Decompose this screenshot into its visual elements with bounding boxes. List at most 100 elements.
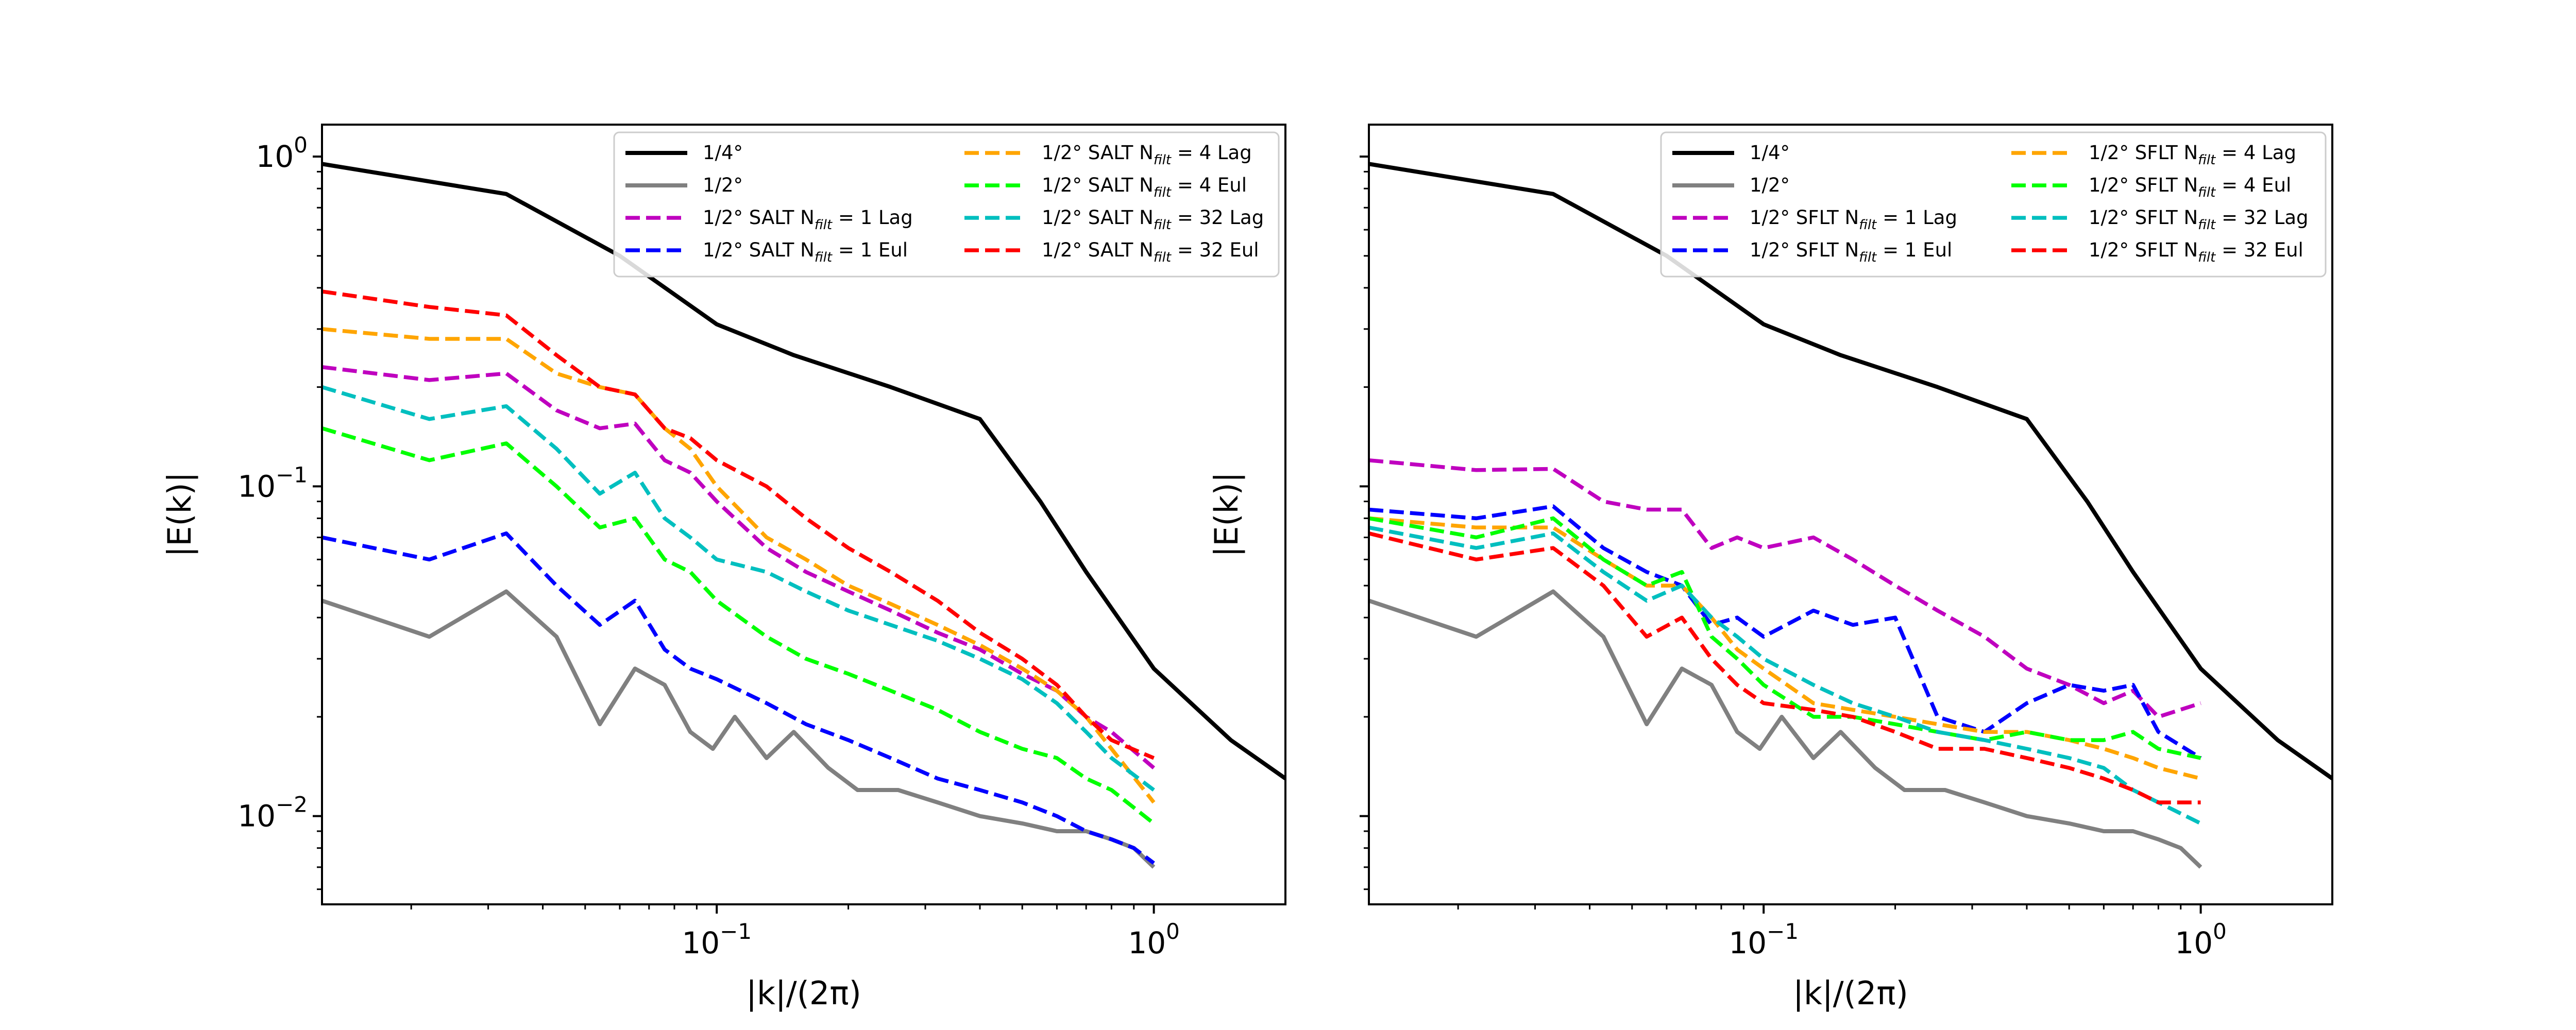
legend-box	[1660, 131, 2327, 278]
series-line-7	[322, 289, 1155, 760]
legend-label-main: 1/4°	[703, 142, 743, 164]
series-line-0	[322, 162, 1285, 780]
y-tick-base: 10	[256, 139, 294, 174]
legend-label-tail: = 1 Eul	[832, 239, 908, 261]
legend-label-main: 1/2° SALT N	[703, 207, 815, 229]
legend-label-1: 1/2°	[1750, 174, 1790, 196]
x-tick-label: 10−1	[682, 919, 752, 960]
legend-label-1: 1/2°	[703, 174, 743, 196]
series-line-2	[1369, 458, 2201, 719]
series-line-1	[322, 589, 1156, 869]
legend-label-main: 1/2°	[703, 174, 743, 196]
x-tick-label: 10−1	[1728, 919, 1799, 960]
y-tick-exponent: 0	[294, 132, 308, 158]
legend-label-main: 1/2° SFLT N	[1750, 207, 1859, 229]
x-axis-label: |k|/(2π)	[1793, 974, 1908, 1012]
legend-label-3: 1/2° SALT Nfilt = 1 Eul	[703, 239, 908, 265]
legend-label-main: 1/2° SFLT N	[1750, 239, 1859, 261]
legend-label-7: 1/2° SFLT Nfilt = 32 Eul	[2089, 239, 2303, 265]
legend-label-subscript: filt	[1859, 250, 1877, 265]
legend-label-main: 1/2° SFLT N	[2089, 207, 2198, 229]
legend-label-tail: = 32 Lag	[1171, 207, 1264, 229]
legend-label-6: 1/2° SALT Nfilt = 32 Lag	[1042, 207, 1264, 233]
legend-box	[613, 131, 1280, 278]
x-tick-exponent: 0	[1166, 919, 1180, 944]
series-line-3	[322, 531, 1155, 865]
y-axis-label: |E(k)|	[161, 472, 199, 557]
y-tick-base: 10	[238, 469, 276, 504]
x-tick-label: 100	[2175, 919, 2227, 960]
x-tick-exponent: −1	[1767, 919, 1799, 944]
y-tick-label: 10−1	[238, 462, 308, 504]
legend-label-2: 1/2° SALT Nfilt = 1 Lag	[703, 207, 913, 233]
series-group	[1369, 162, 2332, 869]
y-tick-exponent: −2	[276, 792, 308, 817]
series-line-1	[1369, 589, 2202, 869]
legend-label-tail: = 4 Eul	[1171, 174, 1247, 196]
legend-label-0: 1/4°	[703, 142, 743, 164]
legend-label-tail: = 4 Eul	[2215, 174, 2291, 196]
legend-label-tail: = 4 Lag	[2215, 142, 2296, 164]
legend-label-subscript: filt	[1154, 250, 1172, 265]
legend-label-subscript: filt	[2198, 185, 2216, 200]
legend-label-tail: = 4 Lag	[1171, 142, 1252, 164]
axes-frame	[321, 124, 1286, 905]
x-tick-base: 10	[1128, 925, 1166, 960]
x-tick-exponent: −1	[720, 919, 752, 944]
legend-label-main: 1/2° SFLT N	[2089, 142, 2198, 164]
legend-label-tail: = 32 Eul	[2215, 239, 2303, 261]
x-tick-base: 10	[2175, 925, 2213, 960]
legend-label-main: 1/2° SALT N	[1042, 174, 1154, 196]
legend-label-main: 1/2° SALT N	[703, 239, 815, 261]
y-tick-label: 10−2	[238, 792, 308, 834]
legend-label-tail: = 1 Eul	[1876, 239, 1952, 261]
legend-label-subscript: filt	[2198, 152, 2216, 168]
series-line-6	[1369, 525, 2202, 826]
legend-label-5: 1/2° SFLT Nfilt = 4 Eul	[2089, 174, 2291, 200]
right-panel-sflt: 10−1 100|k|/(2π)|E(k)|1/4°1/2°1/2° SFLT N…	[1208, 124, 2333, 1012]
left-panel-salt: 10−1 10010−210−1100|k|/(2π)|E(k)|1/4°1/2°…	[161, 124, 1286, 1012]
x-tick-base: 10	[682, 925, 720, 960]
legend-label-3: 1/2° SFLT Nfilt = 1 Eul	[1750, 239, 1952, 265]
x-tick-label: 100	[1128, 919, 1180, 960]
series-line-4	[322, 327, 1156, 804]
series-group	[322, 162, 1285, 869]
legend-label-subscript: filt	[1154, 217, 1172, 233]
legend-label-6: 1/2° SFLT Nfilt = 32 Lag	[2089, 207, 2309, 233]
legend-label-subscript: filt	[1859, 217, 1877, 233]
legend-label-5: 1/2° SALT Nfilt = 4 Eul	[1042, 174, 1247, 200]
legend-label-tail: = 1 Lag	[1876, 207, 1957, 229]
legend-label-main: 1/2°	[1750, 174, 1790, 196]
series-line-7	[1369, 531, 2201, 804]
legend-label-tail: = 32 Lag	[2215, 207, 2308, 229]
legend-label-main: 1/2° SALT N	[1042, 239, 1154, 261]
y-tick-base: 10	[238, 799, 276, 834]
x-tick-exponent: 0	[2213, 919, 2227, 944]
y-axis-label: |E(k)|	[1208, 472, 1246, 557]
axes-frame	[1368, 124, 2333, 905]
legend-label-4: 1/2° SALT Nfilt = 4 Lag	[1042, 142, 1252, 168]
legend-label-tail: = 32 Eul	[1171, 239, 1259, 261]
legend-label-4: 1/2° SFLT Nfilt = 4 Lag	[2089, 142, 2296, 168]
legend-label-tail: = 1 Lag	[832, 207, 913, 229]
legend-label-subscript: filt	[1154, 185, 1172, 200]
series-line-3	[1369, 504, 2202, 760]
series-line-2	[322, 365, 1156, 769]
legend-label-subscript: filt	[2198, 250, 2216, 265]
x-axis-label: |k|/(2π)	[746, 974, 861, 1012]
legend-label-main: 1/2° SALT N	[1042, 142, 1154, 164]
legend-label-main: 1/4°	[1750, 142, 1790, 164]
legend-label-subscript: filt	[815, 217, 833, 233]
legend-label-subscript: filt	[815, 250, 833, 265]
legend-label-main: 1/2° SFLT N	[2089, 174, 2198, 196]
x-tick-base: 10	[1728, 925, 1767, 960]
y-tick-exponent: −1	[276, 462, 308, 487]
legend-label-main: 1/2° SALT N	[1042, 207, 1154, 229]
series-line-6	[322, 385, 1155, 792]
legend-label-main: 1/2° SFLT N	[2089, 239, 2198, 261]
legend-label-subscript: filt	[1154, 152, 1172, 168]
series-line-0	[1369, 162, 2332, 780]
